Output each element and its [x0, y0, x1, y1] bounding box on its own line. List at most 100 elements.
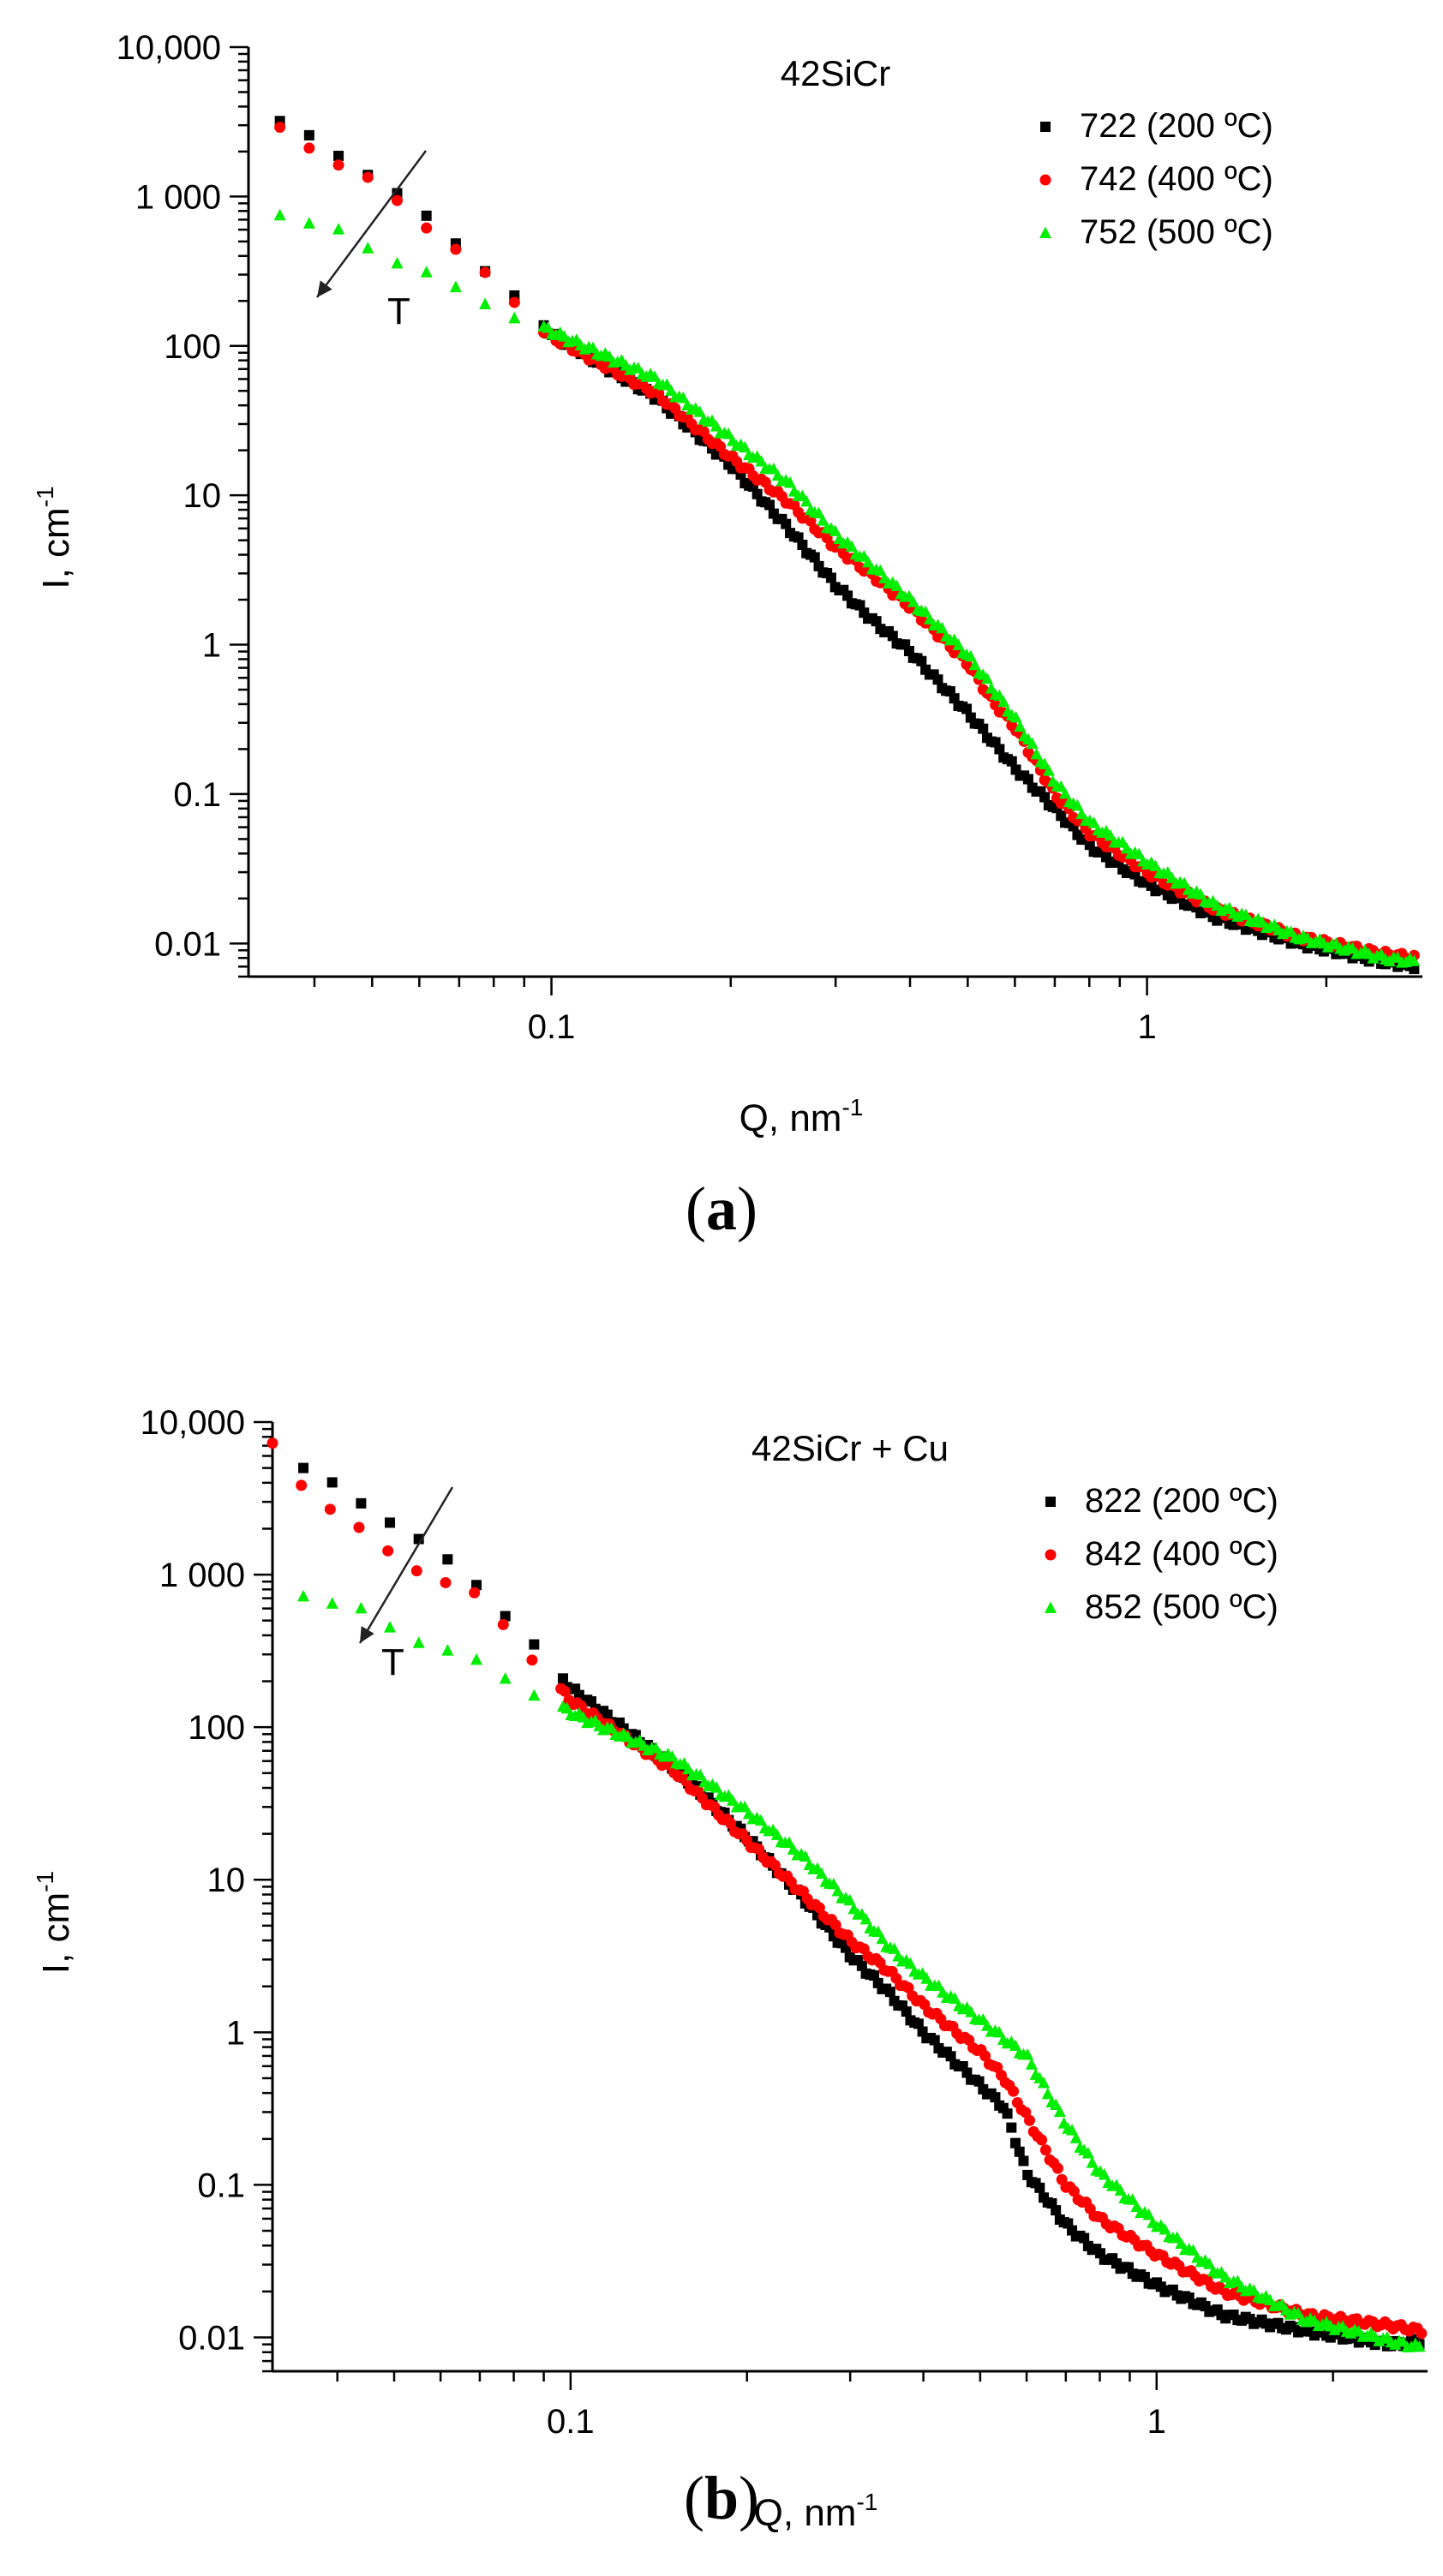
data-point	[470, 1653, 483, 1665]
y-tick-label: 1	[202, 627, 221, 665]
data-point	[1159, 2223, 1171, 2235]
data-point	[648, 370, 661, 382]
legend-label: 822 (200 ºC)	[1085, 1482, 1278, 1520]
data-point	[1114, 2184, 1127, 2196]
data-point	[901, 2006, 912, 2017]
data-point	[384, 1621, 397, 1633]
data-point	[469, 1587, 481, 1599]
data-point	[781, 518, 792, 529]
data-point	[382, 1545, 394, 1557]
data-point	[1052, 2162, 1064, 2174]
data-point	[1010, 2137, 1021, 2149]
data-point	[1081, 2146, 1094, 2159]
data-point	[666, 1749, 679, 1762]
data-point	[1034, 2182, 1045, 2193]
data-point	[412, 1636, 425, 1648]
data-point	[528, 1688, 541, 1701]
y-tick-label: 10,000	[117, 29, 221, 67]
data-point	[1024, 2114, 1036, 2126]
data-point	[1055, 780, 1068, 792]
data-point	[874, 564, 887, 577]
y-tick-label: 0.01	[178, 2319, 245, 2357]
data-point	[1098, 2167, 1111, 2180]
data-point	[1009, 710, 1022, 723]
data-point	[693, 405, 706, 417]
data-point	[978, 723, 989, 734]
data-point	[1408, 954, 1421, 966]
data-point	[964, 649, 977, 662]
data-point	[827, 1877, 840, 1890]
data-point	[812, 506, 825, 519]
chart-title: 42SiCr	[781, 53, 890, 93]
x-tick-label: 1	[1147, 2403, 1166, 2441]
data-point	[1018, 2155, 1029, 2167]
data-point	[1087, 816, 1100, 828]
data-point	[831, 1884, 844, 1897]
y-tick-label: 0.1	[173, 776, 221, 814]
data-point	[997, 695, 1010, 708]
data-point	[949, 1992, 961, 2004]
data-point	[968, 658, 981, 671]
data-point	[1203, 2257, 1216, 2269]
y-tick-label: 100	[164, 328, 221, 366]
data-point	[739, 1800, 751, 1813]
data-point	[797, 540, 808, 551]
data-point	[916, 655, 927, 666]
data-point	[856, 1960, 867, 1971]
x-tick-label: 0.1	[528, 1008, 576, 1046]
y-tick-label: 10,000	[141, 1404, 245, 1442]
data-point	[1006, 756, 1017, 767]
data-point	[1038, 2076, 1051, 2089]
data-point	[332, 223, 345, 235]
data-point	[913, 2018, 924, 2029]
y-tick-label: 1 000	[135, 178, 221, 216]
data-point	[499, 1672, 512, 1684]
data-point	[1009, 2039, 1022, 2051]
data-point	[993, 2025, 1006, 2038]
data-point	[353, 1521, 365, 1533]
data-point	[725, 1817, 737, 1829]
x-axis-label-exponent: -1	[841, 1094, 863, 1121]
data-point	[1079, 2232, 1090, 2244]
y-axis-label-exponent: -1	[32, 1871, 58, 1892]
data-point	[332, 159, 344, 171]
data-point	[1178, 876, 1191, 888]
data-point	[979, 2050, 991, 2062]
data-point	[557, 1673, 568, 1684]
y-tick-label: 0.1	[197, 2167, 245, 2204]
data-point	[1036, 2134, 1048, 2146]
legend-item-0: 722 (200 ºC)	[1040, 107, 1273, 145]
data-point	[973, 2076, 985, 2087]
data-point	[739, 440, 751, 453]
data-point	[1030, 747, 1043, 760]
x-axis-label-exponent: -1	[856, 2489, 877, 2515]
panel-label-b: (b)	[683, 2464, 759, 2532]
legend-label: 752 (500 ºC)	[1080, 213, 1273, 251]
temperature-arrow	[315, 150, 428, 298]
data-point	[497, 1618, 509, 1630]
legend-label: 842 (400 ºC)	[1085, 1535, 1278, 1573]
data-point	[764, 499, 775, 511]
data-point	[694, 1768, 707, 1781]
data-point	[1066, 2124, 1079, 2136]
data-point	[800, 494, 813, 507]
data-point	[1039, 174, 1051, 186]
data-point	[813, 1902, 825, 1914]
data-point	[529, 1639, 540, 1650]
data-point	[890, 579, 903, 592]
data-point	[526, 1654, 538, 1666]
data-point	[1041, 2087, 1054, 2100]
data-point	[862, 555, 875, 568]
legend-label: 852 (500 ºC)	[1085, 1588, 1278, 1626]
series-1	[266, 1437, 1428, 2340]
data-point	[421, 222, 433, 234]
data-point	[876, 1932, 889, 1945]
y-axis-label: I, cm-1	[32, 486, 77, 589]
data-point	[859, 1912, 872, 1925]
data-point	[1039, 2144, 1051, 2156]
data-point	[784, 476, 797, 488]
data-point	[961, 703, 973, 714]
data-point	[356, 1497, 367, 1509]
legend-item-2: 852 (500 ºC)	[1045, 1588, 1278, 1626]
data-point	[1051, 2205, 1062, 2216]
